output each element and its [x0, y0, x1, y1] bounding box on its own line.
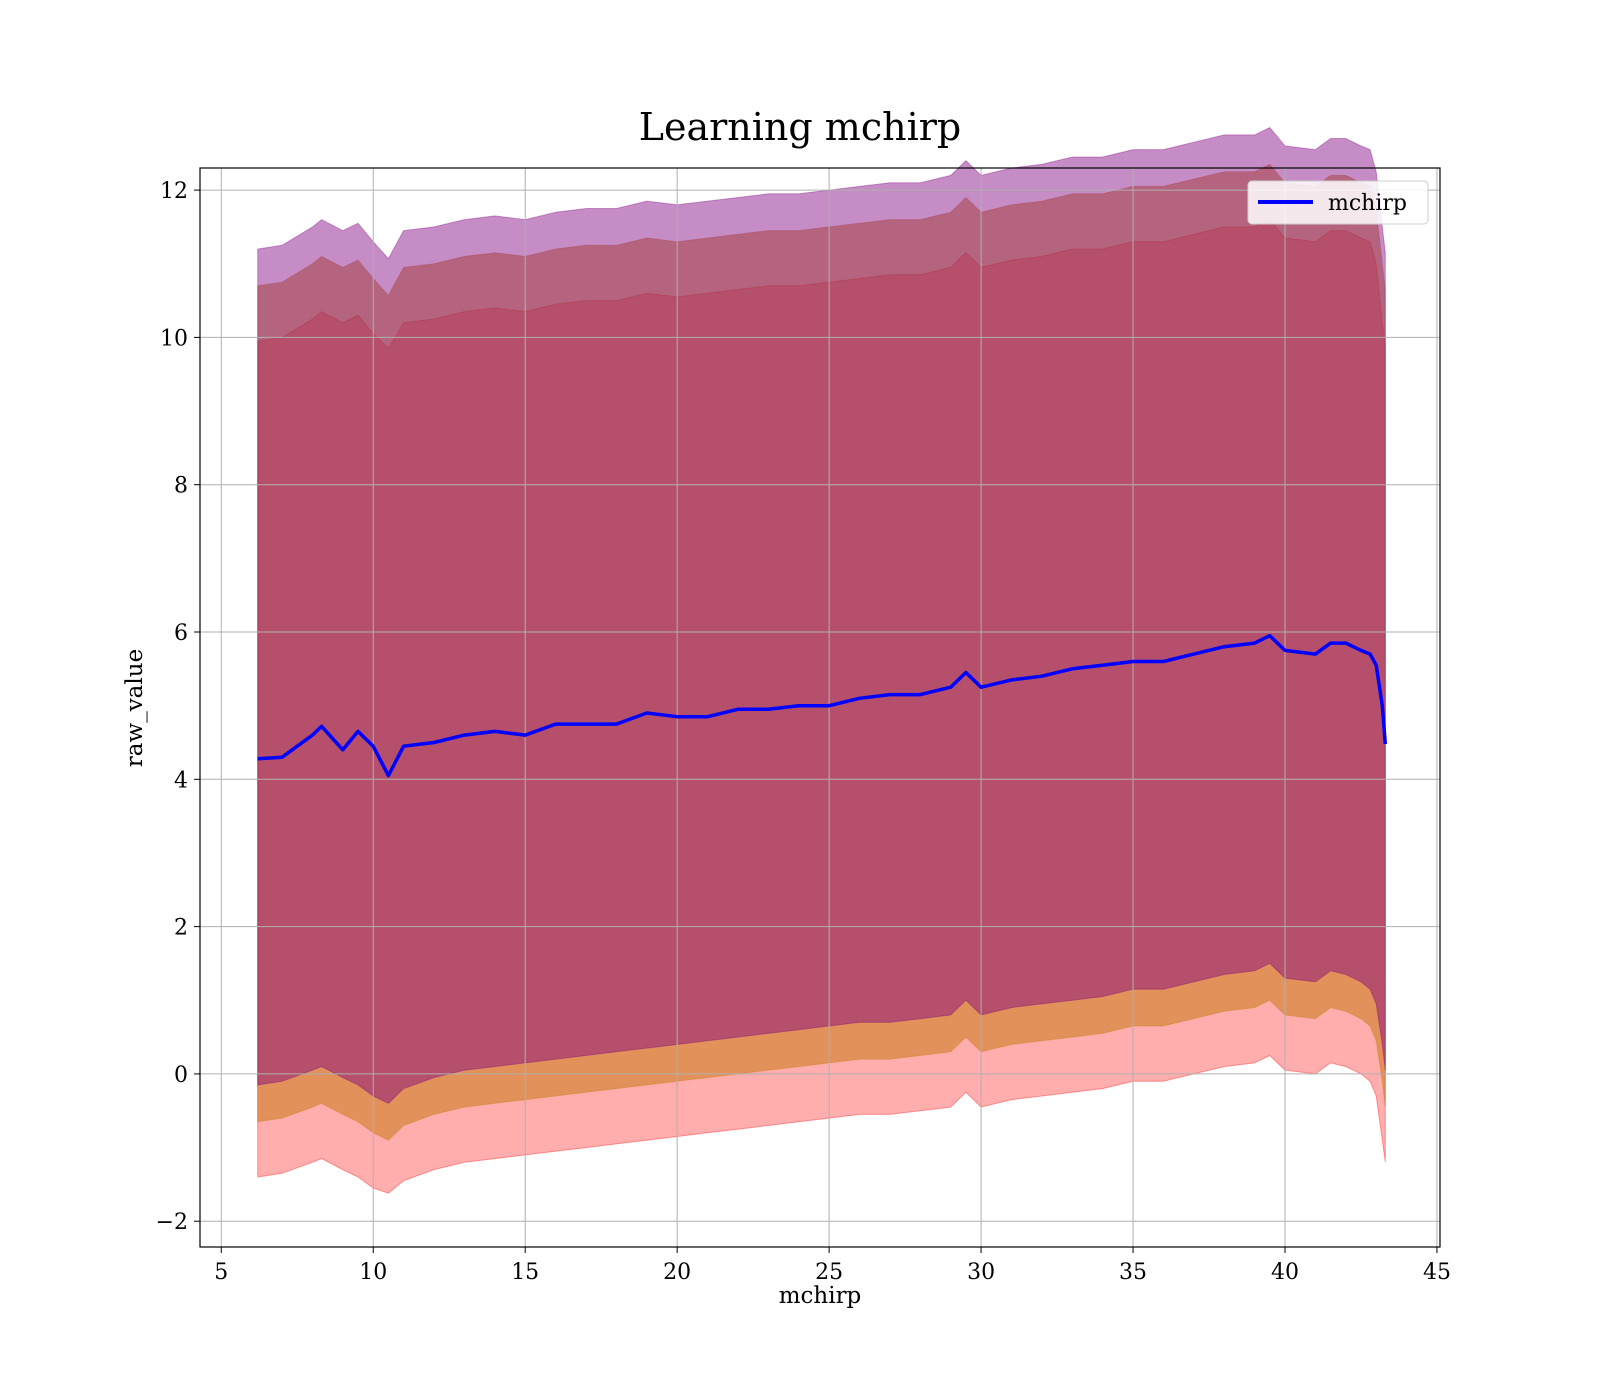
grid-layer: [200, 168, 1440, 1247]
x-tick-label: 15: [511, 1260, 539, 1285]
band-2sigma: [257, 163, 1386, 1141]
y-axis: −2 0 2 4 6 8 10 12: [156, 179, 200, 1235]
band-1sigma: [257, 126, 1386, 1105]
y-tick-label: 10: [160, 326, 188, 351]
x-tick-label: 5: [214, 1260, 228, 1285]
line-layer: [257, 633, 1388, 778]
legend-box: [1247, 180, 1429, 225]
y-tick-label: 0: [174, 1063, 188, 1088]
x-tick-label: 30: [967, 1260, 995, 1285]
x-tick-label: 45: [1423, 1260, 1451, 1285]
plot-frame: [199, 167, 1441, 1248]
legend: mchirp: [1247, 180, 1429, 225]
plot-area: [199, 126, 1441, 1248]
x-tick-label: 40: [1271, 1260, 1299, 1285]
bands-layer: [257, 126, 1386, 1194]
y-axis-label: raw_value: [122, 649, 148, 767]
y-tick-label: 2: [174, 916, 188, 941]
legend-entry-label: mchirp: [1328, 191, 1407, 216]
x-axis: 5 10 15 20 25 30 35 40 45: [214, 1247, 1451, 1285]
series-mchirp-line: [257, 633, 1388, 778]
chart-title: Learning mchirp: [639, 105, 961, 149]
x-tick-label: 10: [359, 1260, 387, 1285]
x-tick-label: 35: [1119, 1260, 1147, 1285]
y-tick-label: 4: [174, 768, 188, 793]
y-tick-label: 6: [174, 621, 188, 646]
y-tick-label: 8: [174, 474, 188, 499]
y-tick-label: 12: [160, 179, 188, 204]
x-tick-label: 25: [815, 1260, 843, 1285]
x-tick-label: 20: [663, 1260, 691, 1285]
y-tick-label: −2: [156, 1210, 188, 1235]
x-axis-label: mchirp: [779, 1283, 862, 1309]
